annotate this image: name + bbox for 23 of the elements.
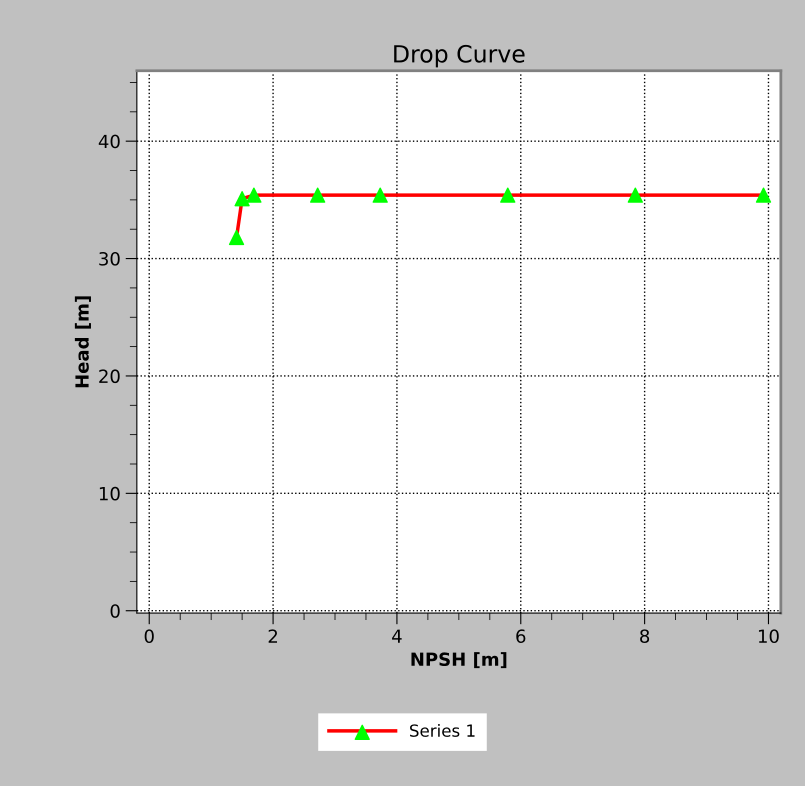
point bbox=[246, 188, 262, 203]
point bbox=[310, 188, 326, 203]
y-axis-title: Head [m] bbox=[74, 296, 91, 388]
x-axis-title: NPSH [m] bbox=[411, 652, 506, 668]
x-tick-label: 2 bbox=[268, 629, 278, 643]
point bbox=[628, 188, 643, 203]
point bbox=[228, 230, 244, 246]
legend-label: Series 1 bbox=[410, 724, 475, 737]
x-tick-label: 10 bbox=[758, 629, 779, 644]
point bbox=[500, 188, 516, 203]
point bbox=[234, 191, 250, 206]
y-tick-label: 0 bbox=[110, 604, 120, 618]
y-tick-label: 10 bbox=[100, 486, 120, 500]
chart-title: Drop Curve bbox=[394, 44, 525, 68]
y-tick-label: 20 bbox=[99, 369, 120, 384]
point bbox=[756, 188, 772, 203]
y-tick-label: 40 bbox=[98, 134, 120, 148]
y-tick-label: 30 bbox=[99, 252, 120, 266]
x-tick-label: 0 bbox=[144, 629, 154, 644]
point bbox=[372, 188, 388, 203]
x-tick-label: 4 bbox=[392, 630, 402, 643]
x-tick-label: 8 bbox=[640, 629, 650, 644]
x-tick-label: 6 bbox=[516, 629, 526, 644]
